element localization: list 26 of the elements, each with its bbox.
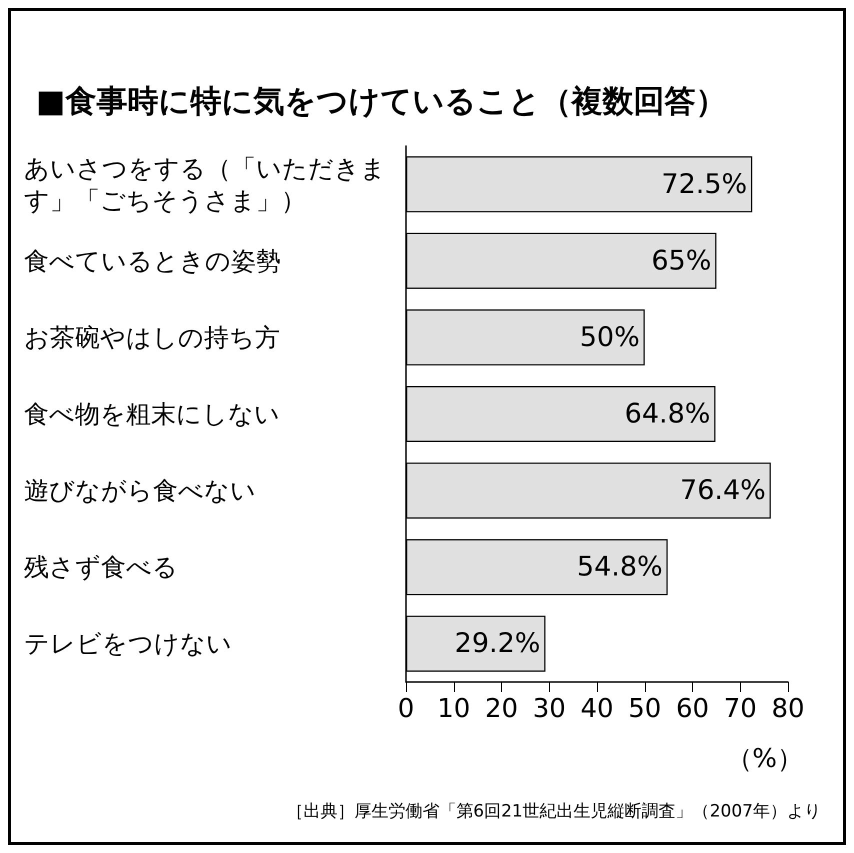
data-label: 76.4% <box>680 475 766 506</box>
x-tick-label: 10 <box>437 694 470 724</box>
text: ［出典］厚生労働省「第6回21世紀出生児縦断調査」（2007年）より <box>286 802 822 822</box>
data-label: 64.8% <box>624 398 710 430</box>
y-tick-label: お茶碗やはしの持ち方 <box>24 322 280 352</box>
data-label: 65% <box>651 245 712 276</box>
y-tick-label: あいさつをする（「いただきます」「ごちそうさま」） <box>24 154 386 215</box>
y-tick-label: 遊びながら食べない <box>24 476 256 506</box>
x-tick-label: 60 <box>676 694 710 724</box>
data-label: 29.2% <box>454 628 540 660</box>
x-tick-label: 80 <box>771 694 805 724</box>
x-tick-label: 20 <box>484 694 518 724</box>
data-label: 54.8% <box>576 552 663 583</box>
x-tick-label: 70 <box>724 694 757 724</box>
y-tick-label: 残さず食べる <box>24 552 178 582</box>
y-tick-label: 食べ物を粗末にしない <box>24 400 280 428</box>
x-tick-label: 50 <box>628 694 662 724</box>
data-label: 50% <box>580 322 640 353</box>
x-tick-label: 30 <box>532 694 566 724</box>
data-label: 72.5% <box>661 168 748 200</box>
x-axis-title: （%） <box>726 744 804 774</box>
y-tick-label: テレビをつけない <box>24 629 232 658</box>
x-tick-label: 40 <box>580 694 614 724</box>
chart-title: ■食事時に特に気をつけていること（複数回答） <box>36 84 726 120</box>
y-tick-label: 食べているときの姿勢 <box>24 246 281 276</box>
x-tick-label: 0 <box>398 694 414 724</box>
